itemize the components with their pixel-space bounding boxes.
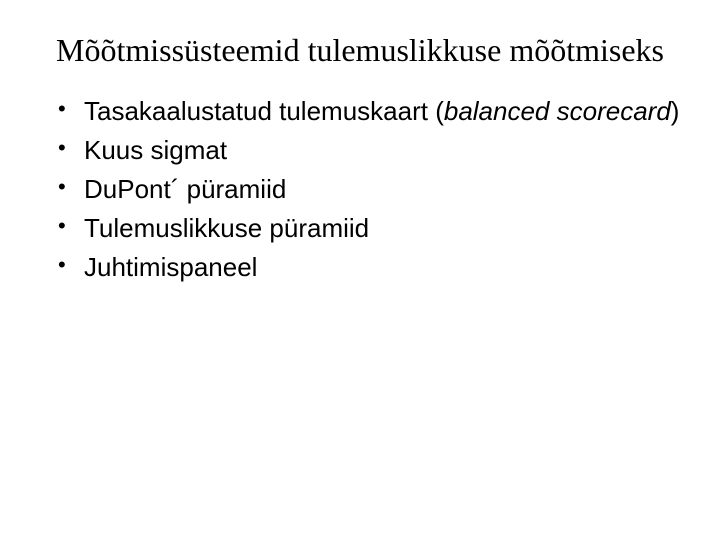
bullet-list: Tasakaalustatud tulemuskaart (balanced s…: [58, 94, 680, 285]
bullet-text: Tulemuslikkuse püramiid: [84, 213, 369, 243]
bullet-text: Tasakaalustatud tulemuskaart (: [84, 96, 444, 126]
list-item: Tulemuslikkuse püramiid: [58, 211, 680, 246]
bullet-text: ): [671, 96, 680, 126]
list-item: Juhtimispaneel: [58, 250, 680, 285]
bullet-text: Kuus sigmat: [84, 135, 227, 165]
bullet-text-italic: balanced scorecard: [444, 96, 671, 126]
bullet-text: Juhtimispaneel: [84, 252, 257, 282]
slide-title: Mõõtmissüsteemid tulemuslikkuse mõõtmise…: [40, 30, 680, 70]
list-item: Tasakaalustatud tulemuskaart (balanced s…: [58, 94, 680, 129]
bullet-text: DuPont´ püramiid: [84, 174, 286, 204]
list-item: DuPont´ püramiid: [58, 172, 680, 207]
list-item: Kuus sigmat: [58, 133, 680, 168]
slide: Mõõtmissüsteemid tulemuslikkuse mõõtmise…: [0, 0, 720, 540]
